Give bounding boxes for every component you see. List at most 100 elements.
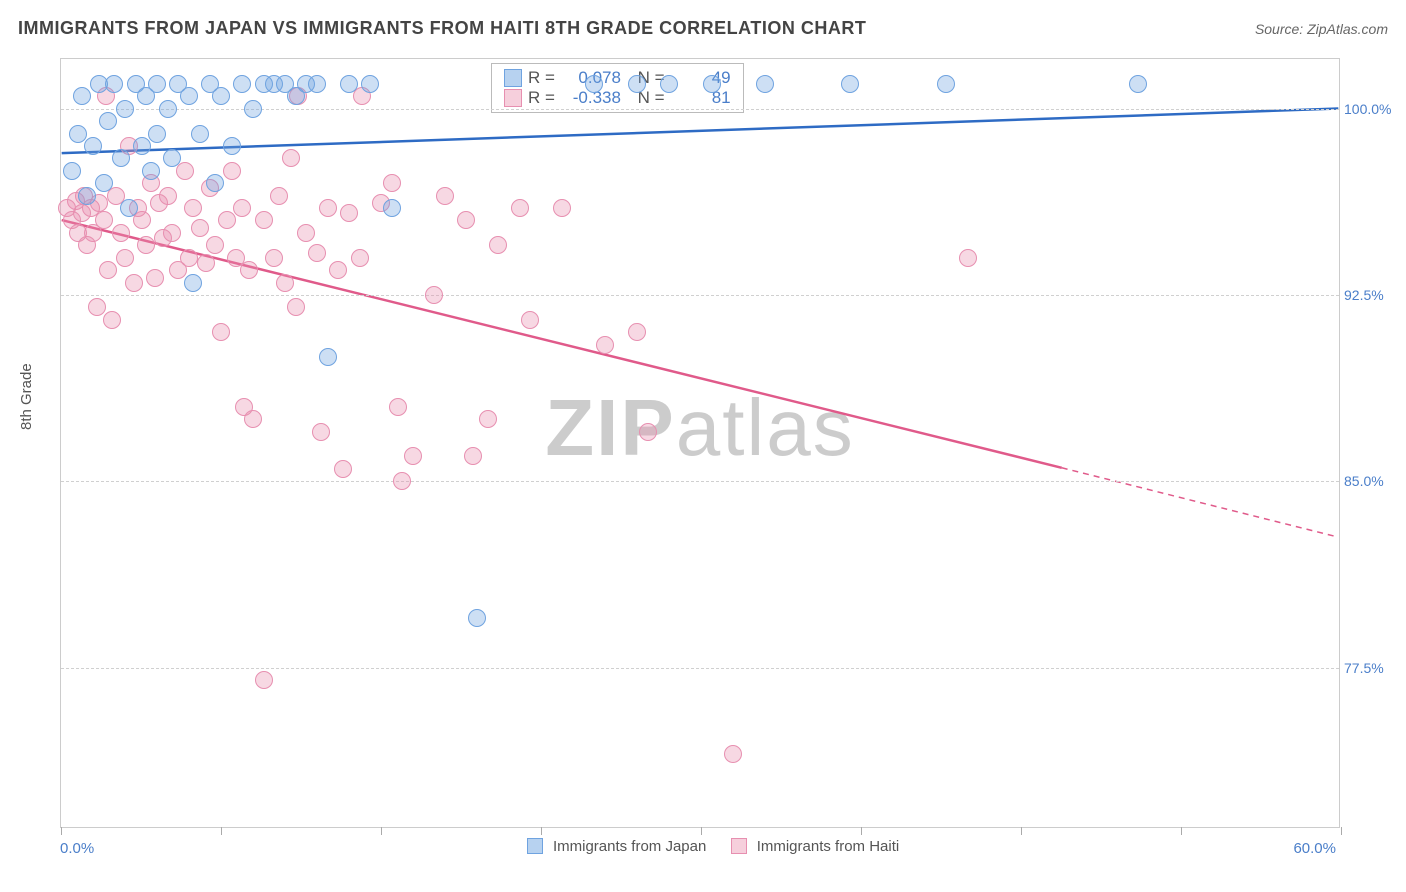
scatter-point-japan (148, 75, 166, 93)
scatter-point-japan (95, 174, 113, 192)
scatter-point-haiti (270, 187, 288, 205)
scatter-point-japan (163, 149, 181, 167)
scatter-point-haiti (206, 236, 224, 254)
scatter-point-haiti (489, 236, 507, 254)
scatter-point-haiti (255, 671, 273, 689)
scatter-point-haiti (287, 298, 305, 316)
scatter-point-haiti (425, 286, 443, 304)
x-tick (1341, 827, 1342, 835)
legend-swatch-haiti (504, 89, 522, 107)
scatter-point-haiti (159, 187, 177, 205)
scatter-point-haiti (464, 447, 482, 465)
scatter-point-japan (660, 75, 678, 93)
scatter-point-japan (116, 100, 134, 118)
scatter-point-japan (319, 348, 337, 366)
x-tick (701, 827, 702, 835)
scatter-point-haiti (436, 187, 454, 205)
y-tick-label: 92.5% (1344, 287, 1399, 303)
legend-swatch-japan (504, 69, 522, 87)
scatter-point-japan (468, 609, 486, 627)
scatter-point-haiti (404, 447, 422, 465)
r-label: R = (528, 88, 555, 108)
stats-row-haiti: R = -0.338 N = 81 (504, 88, 731, 108)
scatter-point-haiti (282, 149, 300, 167)
scatter-point-haiti (329, 261, 347, 279)
watermark-bold: ZIP (545, 383, 675, 472)
scatter-point-haiti (223, 162, 241, 180)
scatter-point-japan (340, 75, 358, 93)
scatter-point-haiti (393, 472, 411, 490)
x-tick (861, 827, 862, 835)
scatter-point-haiti (628, 323, 646, 341)
bottom-legend: Immigrants from Japan Immigrants from Ha… (0, 838, 1406, 855)
scatter-point-japan (206, 174, 224, 192)
scatter-point-haiti (212, 323, 230, 341)
r-label: R = (528, 68, 555, 88)
scatter-point-haiti (521, 311, 539, 329)
scatter-point-japan (84, 137, 102, 155)
x-tick (381, 827, 382, 835)
scatter-point-haiti (163, 224, 181, 242)
scatter-point-haiti (233, 199, 251, 217)
legend-swatch-japan (527, 838, 543, 854)
scatter-point-haiti (99, 261, 117, 279)
scatter-point-haiti (596, 336, 614, 354)
scatter-point-haiti (180, 249, 198, 267)
scatter-point-japan (184, 274, 202, 292)
scatter-point-japan (212, 87, 230, 105)
y-tick-label: 85.0% (1344, 473, 1399, 489)
scatter-point-japan (841, 75, 859, 93)
scatter-point-haiti (457, 211, 475, 229)
scatter-point-haiti (88, 298, 106, 316)
chart-title: IMMIGRANTS FROM JAPAN VS IMMIGRANTS FROM… (18, 18, 866, 39)
trend-lines-svg (61, 59, 1339, 827)
stats-row-japan: R = 0.078 N = 49 (504, 68, 731, 88)
scatter-point-japan (756, 75, 774, 93)
scatter-point-haiti (116, 249, 134, 267)
scatter-point-haiti (191, 219, 209, 237)
scatter-point-haiti (479, 410, 497, 428)
scatter-point-japan (233, 75, 251, 93)
scatter-point-haiti (218, 211, 236, 229)
x-tick (221, 827, 222, 835)
source-attribution: Source: ZipAtlas.com (1255, 21, 1388, 37)
y-tick-label: 77.5% (1344, 660, 1399, 676)
scatter-point-japan (383, 199, 401, 217)
scatter-point-haiti (511, 199, 529, 217)
scatter-point-haiti (639, 423, 657, 441)
scatter-point-haiti (255, 211, 273, 229)
scatter-point-japan (120, 199, 138, 217)
scatter-point-japan (133, 137, 151, 155)
scatter-point-haiti (959, 249, 977, 267)
scatter-point-haiti (553, 199, 571, 217)
scatter-point-japan (142, 162, 160, 180)
scatter-point-japan (361, 75, 379, 93)
scatter-point-japan (223, 137, 241, 155)
gridline (61, 295, 1339, 296)
scatter-point-haiti (383, 174, 401, 192)
scatter-plot-area: ZIPatlas R = 0.078 N = 49 R = -0.338 N =… (60, 58, 1340, 828)
scatter-point-japan (244, 100, 262, 118)
scatter-point-japan (112, 149, 130, 167)
legend-swatch-haiti (731, 838, 747, 854)
scatter-point-haiti (312, 423, 330, 441)
scatter-point-haiti (125, 274, 143, 292)
scatter-point-japan (180, 87, 198, 105)
gridline (61, 481, 1339, 482)
y-axis-label: 8th Grade (18, 363, 35, 430)
scatter-point-haiti (340, 204, 358, 222)
watermark: ZIPatlas (545, 382, 854, 474)
n-value-japan: 49 (671, 68, 731, 88)
legend-label-japan: Immigrants from Japan (553, 838, 706, 855)
scatter-point-haiti (197, 254, 215, 272)
scatter-point-haiti (724, 745, 742, 763)
scatter-point-haiti (308, 244, 326, 262)
scatter-point-haiti (351, 249, 369, 267)
scatter-point-haiti (297, 224, 315, 242)
scatter-point-haiti (334, 460, 352, 478)
scatter-point-japan (69, 125, 87, 143)
x-tick (541, 827, 542, 835)
x-tick (1181, 827, 1182, 835)
scatter-point-haiti (112, 224, 130, 242)
scatter-point-haiti (276, 274, 294, 292)
